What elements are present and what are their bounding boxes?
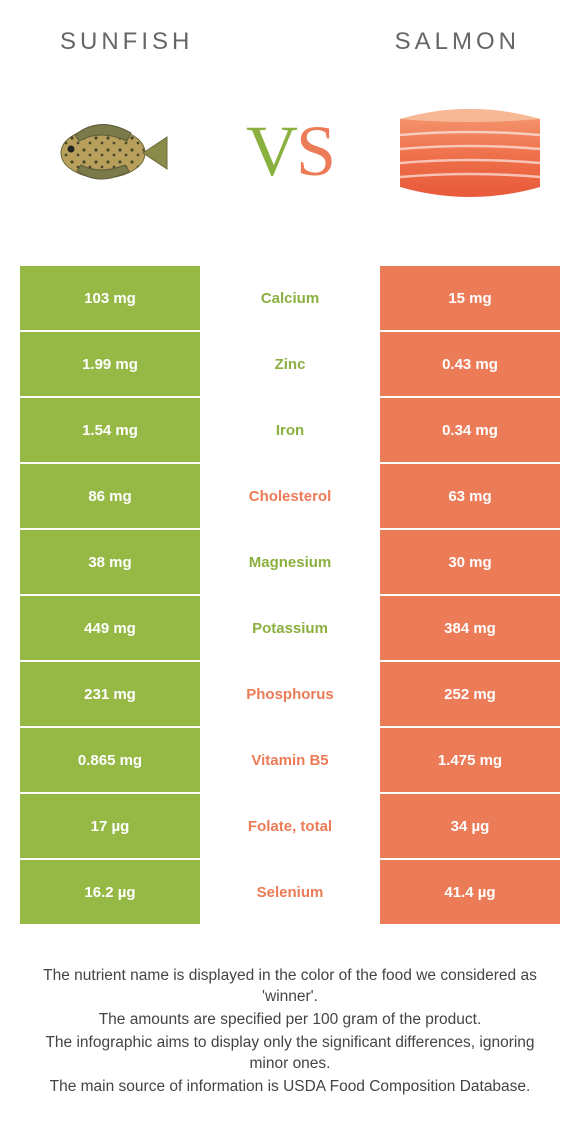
table-row: 103 mgCalcium15 mg (20, 266, 560, 330)
table-row: 16.2 µgSelenium41.4 µg (20, 860, 560, 924)
table-row: 38 mgMagnesium30 mg (20, 530, 560, 594)
right-value-cell: 41.4 µg (380, 860, 560, 924)
footnote-line: The infographic aims to display only the… (24, 1033, 556, 1075)
left-value-cell: 17 µg (20, 794, 200, 858)
right-value-cell: 0.34 mg (380, 398, 560, 462)
table-row: 1.99 mgZinc0.43 mg (20, 332, 560, 396)
vs-v: V (246, 111, 296, 191)
right-value-cell: 252 mg (380, 662, 560, 726)
footnote-line: The nutrient name is displayed in the co… (24, 966, 556, 1008)
table-row: 449 mgPotassium384 mg (20, 596, 560, 660)
nutrient-label: Vitamin B5 (200, 728, 380, 792)
footnotes: The nutrient name is displayed in the co… (0, 926, 580, 1098)
nutrient-label: Folate, total (200, 794, 380, 858)
table-row: 86 mgCholesterol63 mg (20, 464, 560, 528)
left-value-cell: 86 mg (20, 464, 200, 528)
footnote-line: The amounts are specified per 100 gram o… (24, 1010, 556, 1031)
footnote-line: The main source of information is USDA F… (24, 1077, 556, 1098)
comparison-table: 103 mgCalcium15 mg1.99 mgZinc0.43 mg1.54… (20, 266, 560, 924)
salmon-icon (390, 91, 550, 211)
right-value-cell: 1.475 mg (380, 728, 560, 792)
left-value-cell: 0.865 mg (20, 728, 200, 792)
nutrient-label: Zinc (200, 332, 380, 396)
nutrient-label: Magnesium (200, 530, 380, 594)
right-value-cell: 0.43 mg (380, 332, 560, 396)
left-value-cell: 16.2 µg (20, 860, 200, 924)
nutrient-label: Calcium (200, 266, 380, 330)
nutrient-label: Phosphorus (200, 662, 380, 726)
table-row: 1.54 mgIron0.34 mg (20, 398, 560, 462)
left-value-cell: 38 mg (20, 530, 200, 594)
right-value-cell: 15 mg (380, 266, 560, 330)
left-value-cell: 449 mg (20, 596, 200, 660)
nutrient-label: Potassium (200, 596, 380, 660)
right-value-cell: 34 µg (380, 794, 560, 858)
left-value-cell: 1.54 mg (20, 398, 200, 462)
table-row: 0.865 mgVitamin B51.475 mg (20, 728, 560, 792)
vs-s: S (296, 111, 334, 191)
left-value-cell: 231 mg (20, 662, 200, 726)
vs-row: VS (0, 66, 580, 266)
nutrient-label: Cholesterol (200, 464, 380, 528)
nutrient-label: Selenium (200, 860, 380, 924)
vs-label: VS (246, 110, 334, 193)
sunfish-image (25, 81, 195, 221)
left-value-cell: 1.99 mg (20, 332, 200, 396)
left-value-cell: 103 mg (20, 266, 200, 330)
nutrient-label: Iron (200, 398, 380, 462)
table-row: 17 µgFolate, total34 µg (20, 794, 560, 858)
right-value-cell: 63 mg (380, 464, 560, 528)
sunfish-icon (45, 111, 175, 191)
left-food-title: Sunfish (60, 28, 193, 56)
right-food-title: Salmon (395, 28, 520, 56)
header: Sunfish Salmon (0, 0, 580, 66)
salmon-image (385, 81, 555, 221)
right-value-cell: 30 mg (380, 530, 560, 594)
right-value-cell: 384 mg (380, 596, 560, 660)
table-row: 231 mgPhosphorus252 mg (20, 662, 560, 726)
